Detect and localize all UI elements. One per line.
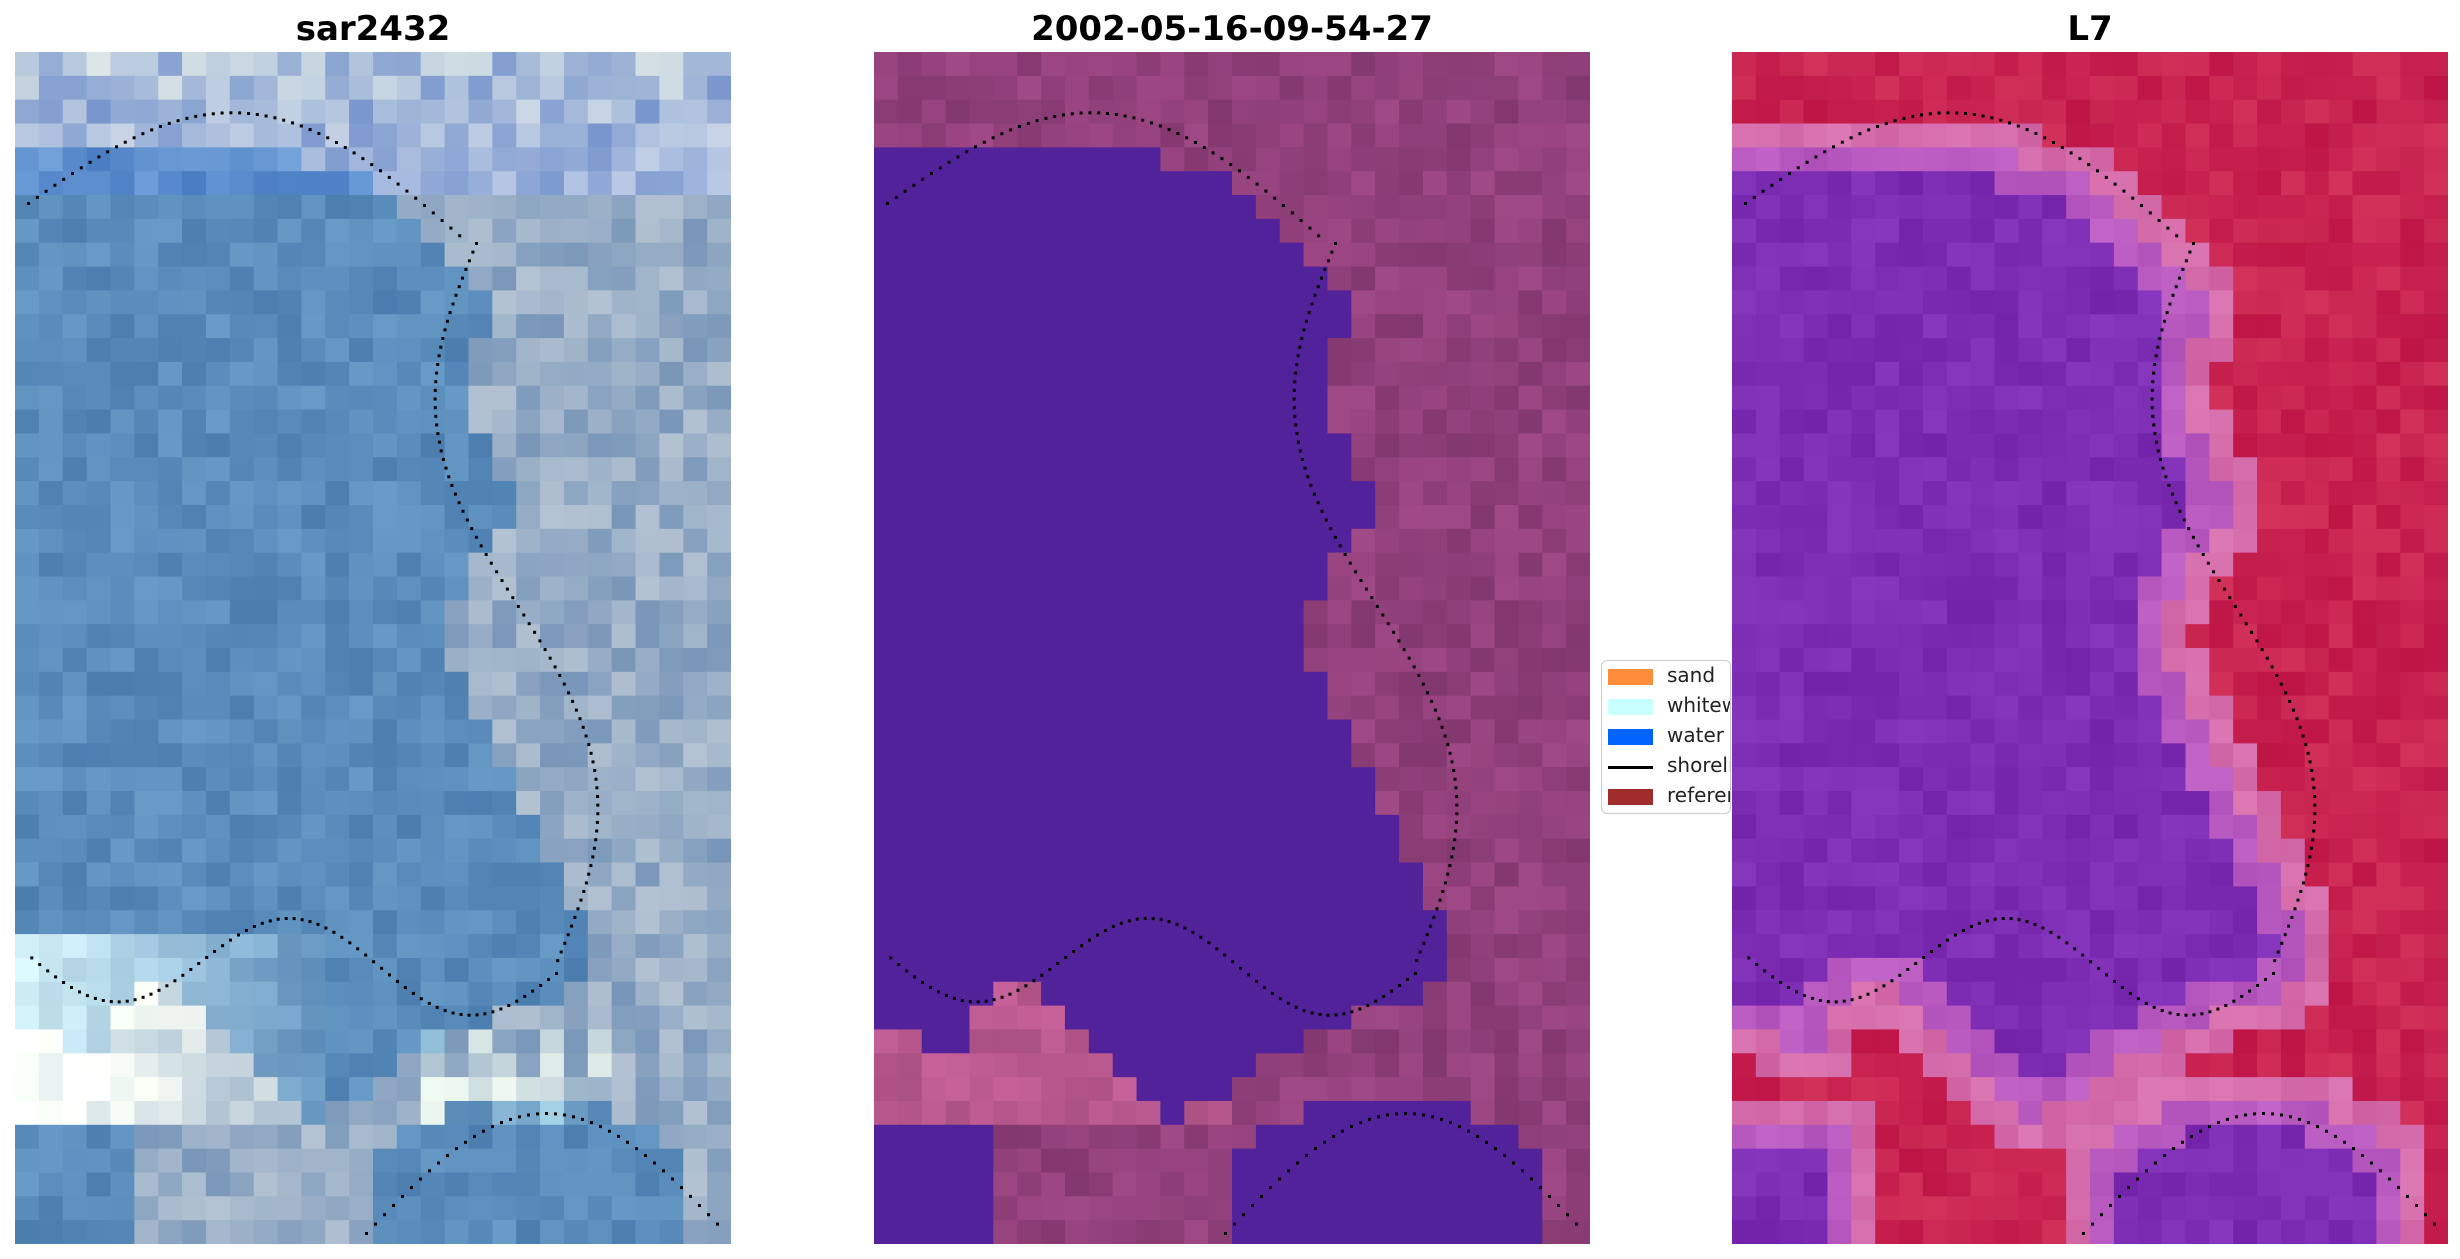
legend-swatch-sand bbox=[1608, 669, 1653, 685]
legend-label: reference shoreline bbox=[1667, 783, 1730, 807]
legend-swatch-reference-shoreline bbox=[1608, 789, 1653, 805]
rgb-image bbox=[15, 52, 731, 1244]
legend-item-water: water bbox=[1602, 721, 1730, 751]
rgb-image-panel bbox=[15, 52, 731, 1244]
panel-title-classified: 2002-05-16-09-54-27 bbox=[1031, 9, 1433, 49]
legend-label: sand bbox=[1667, 663, 1716, 687]
legend-swatch-whitewater bbox=[1608, 699, 1653, 715]
water-index-image bbox=[1732, 52, 2448, 1244]
legend-swatch-water bbox=[1608, 729, 1653, 745]
classified-image-panel bbox=[874, 52, 1590, 1244]
legend-swatch-shoreline bbox=[1608, 766, 1653, 769]
legend-label: water bbox=[1667, 723, 1724, 747]
legend-item-sand: sand bbox=[1602, 661, 1730, 691]
panel-title-rgb: sar2432 bbox=[295, 9, 451, 49]
legend-item-shoreline: shoreline bbox=[1602, 751, 1730, 781]
index-image-panel bbox=[1732, 52, 2448, 1244]
classified-image bbox=[874, 52, 1590, 1244]
panel-title-index: L7 bbox=[2067, 9, 2113, 49]
legend-item-reference-shoreline: reference shoreline bbox=[1602, 781, 1730, 811]
legend-label: shoreline bbox=[1667, 753, 1730, 777]
